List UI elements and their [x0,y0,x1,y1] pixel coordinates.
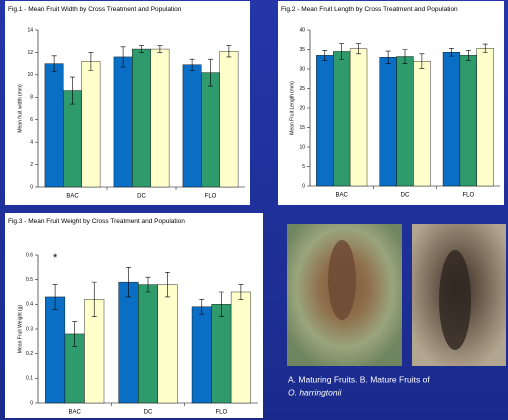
bar [183,65,201,187]
y-tick-label: 0.1 [26,376,33,382]
y-tick-label: 0.3 [26,326,33,332]
y-axis-label: Mean fruit width (mm) [17,84,23,133]
x-tick-label: DC [144,410,153,416]
chart-title: Fig.1 - Mean Fruit Width by Cross Treatm… [8,6,182,13]
bar [114,57,132,187]
chart-title: Fig.2 - Mean Fruit Length by Cross Treat… [281,6,458,13]
bar [460,55,477,186]
y-tick-label: 8 [30,95,33,101]
bar [333,51,350,186]
y-tick-label: 6 [30,117,33,123]
bar [231,292,251,403]
y-tick-label: 0 [30,184,33,190]
y-tick-label: 10 [299,144,305,150]
bar [316,55,333,186]
bar [151,49,169,187]
bar [380,57,397,186]
y-tick-label: 40 [299,27,305,33]
y-tick-label: 14 [27,27,33,33]
bar [220,51,238,187]
bar [413,61,430,186]
y-tick-label: 0.4 [26,302,33,308]
y-tick-label: 12 [27,50,33,56]
caption: A. Maturing Fruits. B. Mature Fruits of [288,374,430,384]
y-tick-label: 0.2 [26,351,33,357]
x-tick-label: BAC [66,194,79,200]
x-tick-label: DC [137,194,146,200]
x-tick-label: FLO [205,194,217,200]
photo-detail [328,240,356,320]
x-tick-label: DC [401,193,410,199]
bar [201,73,219,187]
bar [138,285,158,403]
x-tick-label: FLO [462,193,474,199]
y-tick-label: 30 [299,66,305,72]
bar [63,91,81,187]
y-tick-label: 35 [299,47,305,53]
y-tick-label: 5 [302,164,305,170]
y-tick-label: 25 [299,86,305,92]
bar [443,52,460,186]
bar [45,64,63,187]
bar [158,285,178,403]
bar [132,49,150,187]
y-axis-label: Mean Fruit Length (mm) [289,81,295,135]
caption-species: O. harringtonii [288,387,342,397]
y-tick-label: 10 [27,72,33,78]
bar [82,61,100,187]
annotation: * [53,252,58,264]
y-tick-label: 4 [30,139,33,145]
slide: A. Maturing Fruits. B. Mature Fruits of … [0,0,508,420]
x-tick-label: BAC [68,410,81,416]
bar [477,48,494,186]
chart-title: Fig.3 - Mean Fruit Weight by Cross Treat… [8,218,185,225]
y-tick-label: 20 [299,105,305,111]
y-axis-label: Mean Fruit Weight (g) [17,305,23,354]
y-tick-label: 0.6 [26,252,33,258]
bar [119,282,139,403]
y-tick-label: 15 [299,125,305,131]
bar [45,297,65,403]
x-tick-label: BAC [335,193,348,199]
photo-detail [439,250,471,350]
bar [397,57,414,186]
bar [350,49,367,186]
bar [192,307,212,403]
y-tick-label: 0 [30,400,33,406]
x-tick-label: FLO [215,410,227,416]
bar [212,304,232,403]
y-tick-label: 2 [30,162,33,168]
y-tick-label: 0 [302,183,305,189]
y-tick-label: 0.5 [26,277,33,283]
